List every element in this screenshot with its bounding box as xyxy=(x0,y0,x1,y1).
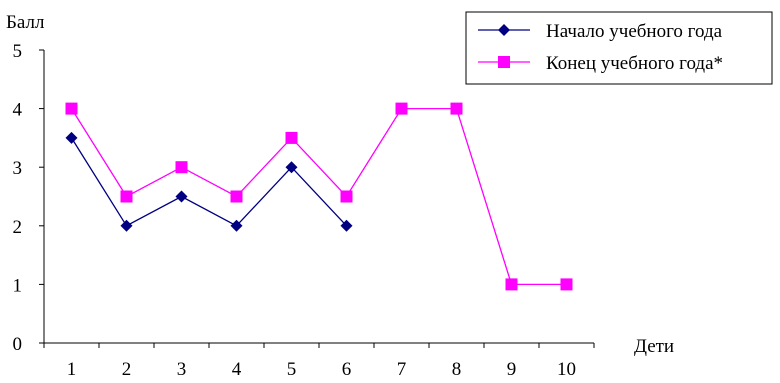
y-tick-label: 1 xyxy=(13,275,23,296)
legend-label-series-2: Конец учебного года* xyxy=(546,53,723,74)
x-tick-label: 5 xyxy=(287,359,297,380)
y-axis-title: Балл xyxy=(6,12,45,33)
data-point-square xyxy=(120,190,133,203)
x-tick-label: 3 xyxy=(177,359,187,380)
series-layer xyxy=(65,102,573,291)
x-tick-label: 10 xyxy=(557,359,576,380)
data-point-diamond xyxy=(340,219,353,232)
legend-marker-series-1 xyxy=(498,24,510,36)
x-axis-title: Дети xyxy=(634,336,674,357)
data-point-diamond xyxy=(285,161,298,174)
y-tick-label: 4 xyxy=(13,100,23,121)
data-point-diamond xyxy=(65,131,78,144)
data-point-diamond xyxy=(120,219,133,232)
series-line xyxy=(70,107,567,286)
x-tick-label: 6 xyxy=(342,359,352,380)
series-2 xyxy=(65,102,573,291)
data-point-square xyxy=(450,102,463,115)
y-tick-label: 3 xyxy=(13,158,23,179)
data-point-square xyxy=(285,131,298,144)
x-tick-label: 8 xyxy=(452,359,462,380)
data-point-square xyxy=(65,102,78,115)
y-tick-label: 5 xyxy=(13,41,23,62)
x-axis-ticks: 1 2 3 4 5 6 7 8 9 10 xyxy=(43,343,595,380)
data-point-square xyxy=(560,278,573,291)
data-point-square xyxy=(395,102,408,115)
data-point-diamond xyxy=(175,190,188,203)
series-line xyxy=(70,137,347,227)
data-point-square xyxy=(175,161,188,174)
x-tick-label: 4 xyxy=(232,359,242,380)
y-tick-label: 0 xyxy=(13,334,23,355)
legend-label-series-1: Начало учебного года xyxy=(546,21,723,42)
x-tick-label: 7 xyxy=(397,359,407,380)
data-point-square xyxy=(230,190,243,203)
data-point-diamond xyxy=(230,219,243,232)
series-1 xyxy=(65,131,353,232)
data-point-square xyxy=(340,190,353,203)
y-axis-ticks: 0 1 2 3 4 5 xyxy=(13,41,44,355)
legend-box xyxy=(465,11,773,85)
legend-marker-series-2 xyxy=(498,56,510,68)
y-tick-label: 2 xyxy=(13,217,23,238)
data-point-square xyxy=(505,278,518,291)
x-tick-label: 2 xyxy=(122,359,132,380)
legend: Начало учебного года Конец учебного года… xyxy=(465,11,773,85)
x-tick-label: 1 xyxy=(67,359,77,380)
x-tick-label: 9 xyxy=(507,359,517,380)
